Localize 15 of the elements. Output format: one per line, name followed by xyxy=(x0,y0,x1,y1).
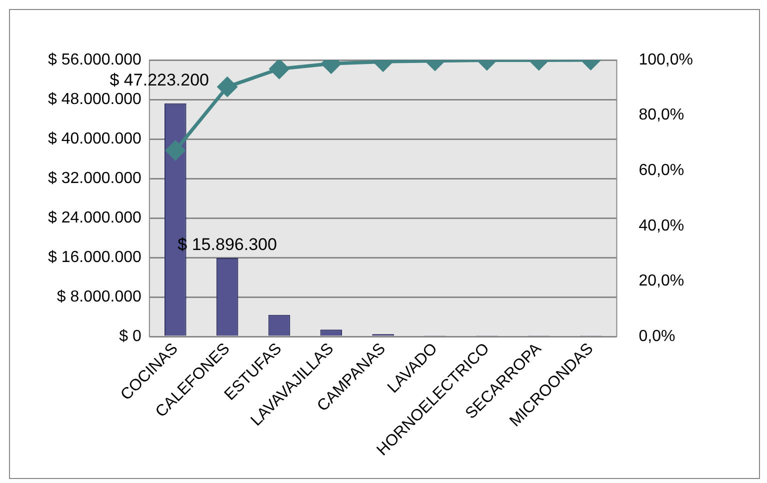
y-tick-label: $ 8.000.000 xyxy=(56,288,142,306)
y-tick-label: $ 56.000.000 xyxy=(48,51,142,68)
data-label: $ 47.223.200 xyxy=(110,70,210,90)
y-tick-label: $ 32.000.000 xyxy=(48,170,142,187)
y2-tick-label: 60,0% xyxy=(638,162,684,180)
y2-tick-label: 40,0% xyxy=(638,217,684,234)
y-tick-label: $ 0 xyxy=(119,328,142,345)
y-tick-label: $ 40.000.000 xyxy=(48,130,142,148)
y2-tick-label: 0,0% xyxy=(638,328,676,345)
y2-tick-label: 100,0% xyxy=(638,51,693,68)
y-tick-label: $ 24.000.000 xyxy=(48,209,142,226)
y-tick-label: $ 48.000.000 xyxy=(48,90,142,108)
y2-tick-label: 20,0% xyxy=(638,272,684,290)
y2-tick-label: 80,0% xyxy=(638,106,684,124)
y-tick-label: $ 16.000.000 xyxy=(48,248,142,266)
